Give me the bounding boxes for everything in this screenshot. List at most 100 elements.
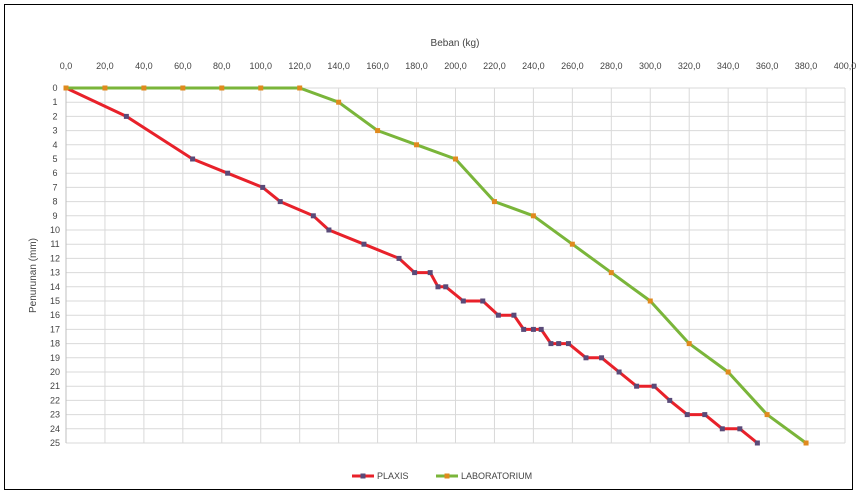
y-tick-label: 24 — [50, 424, 60, 434]
data-point — [277, 199, 283, 205]
y-tick-label: 14 — [50, 282, 60, 292]
y-tick-label: 1 — [52, 97, 57, 107]
y-tick-label: 11 — [50, 239, 59, 249]
y-tick-label: 20 — [50, 367, 60, 377]
data-point — [427, 270, 433, 276]
data-point — [491, 199, 497, 205]
data-point — [495, 312, 501, 318]
data-point — [326, 227, 332, 233]
x-tick-label: 240,0 — [522, 61, 545, 71]
data-point — [737, 426, 743, 432]
y-tick-label: 25 — [50, 438, 60, 448]
data-point — [511, 312, 517, 318]
legend-marker-laboratorium — [444, 473, 450, 479]
data-point — [686, 341, 692, 347]
data-point — [190, 156, 196, 162]
data-point — [616, 369, 622, 375]
data-point — [599, 355, 605, 361]
legend-label-plaxis: PLAXIS — [377, 471, 409, 481]
data-point — [521, 326, 527, 332]
data-point — [684, 412, 690, 418]
x-axis-ticks: 0,0 20,0 40,0 60,0 80,0 100,0 120,0 140,0 160,0 1… — [60, 61, 857, 71]
x-tick-label: 20,0 — [96, 61, 114, 71]
data-point — [375, 128, 381, 134]
x-axis-title: Beban (kg) — [431, 38, 480, 49]
data-point — [667, 397, 673, 403]
y-tick-label: 6 — [52, 168, 57, 178]
y-tick-label: 22 — [50, 395, 60, 405]
grid — [65, 87, 846, 444]
data-point — [583, 355, 589, 361]
series-line-plaxis — [65, 86, 759, 445]
x-tick-label: 60,0 — [174, 61, 192, 71]
x-tick-label: 260,0 — [561, 61, 584, 71]
data-point — [565, 341, 571, 347]
x-tick-label: 140,0 — [327, 61, 350, 71]
data-point — [538, 326, 544, 332]
data-point — [530, 326, 536, 332]
data-point — [764, 412, 770, 418]
y-axis-title: Penurunan (mm) — [28, 238, 39, 313]
x-tick-label: 360,0 — [756, 61, 779, 71]
data-point — [412, 270, 418, 276]
y-tick-label: 21 — [50, 381, 60, 391]
x-tick-label: 40,0 — [135, 61, 153, 71]
y-tick-label: 15 — [50, 296, 60, 306]
x-tick-label: 200,0 — [444, 61, 467, 71]
data-point — [480, 298, 486, 304]
data-point — [435, 284, 441, 290]
y-tick-label: 5 — [52, 154, 57, 164]
legend-marker-plaxis — [360, 473, 366, 479]
data-point — [361, 241, 367, 247]
series-line-laboratorium — [66, 86, 807, 445]
y-tick-label: 4 — [52, 140, 57, 150]
x-tick-label: 380,0 — [795, 61, 818, 71]
data-point — [634, 383, 640, 389]
series-plaxis — [63, 85, 760, 446]
y-tick-label: 12 — [50, 253, 60, 263]
x-tick-label: 120,0 — [288, 61, 311, 71]
data-point — [336, 99, 342, 105]
y-axis-ticks: 0123456789101112131415161718192021222324… — [50, 83, 60, 448]
y-tick-label: 10 — [50, 225, 60, 235]
x-tick-label: 280,0 — [600, 61, 623, 71]
data-point — [556, 341, 562, 347]
y-tick-label: 8 — [52, 197, 57, 207]
data-point — [608, 270, 614, 276]
legend: PLAXIS LABORATORIUM — [352, 471, 532, 481]
y-tick-label: 19 — [50, 353, 60, 363]
data-point — [719, 426, 725, 432]
data-point — [396, 255, 402, 261]
data-point — [754, 440, 760, 446]
data-point — [258, 85, 264, 91]
data-point — [123, 113, 129, 119]
x-tick-label: 220,0 — [483, 61, 506, 71]
data-point — [141, 85, 147, 91]
data-point — [180, 85, 186, 91]
series-laboratorium — [63, 85, 809, 446]
y-tick-label: 17 — [50, 324, 60, 334]
data-point — [548, 341, 554, 347]
data-point — [297, 85, 303, 91]
data-point — [453, 156, 458, 162]
data-point — [63, 85, 69, 91]
y-tick-label: 9 — [52, 211, 57, 221]
x-tick-label: 160,0 — [366, 61, 389, 71]
x-tick-label: 0,0 — [60, 61, 73, 71]
y-tick-label: 2 — [52, 111, 57, 121]
data-point — [102, 85, 108, 91]
y-tick-label: 18 — [50, 339, 60, 349]
data-point — [260, 184, 266, 190]
y-tick-label: 3 — [52, 126, 57, 136]
data-point — [530, 213, 536, 219]
y-tick-label: 16 — [50, 310, 60, 320]
data-point — [225, 170, 231, 176]
series-layer — [63, 85, 809, 446]
data-point — [414, 142, 420, 148]
chart-frame — [4, 4, 853, 490]
x-tick-label: 100,0 — [249, 61, 272, 71]
data-point — [651, 383, 657, 389]
x-tick-label: 300,0 — [639, 61, 662, 71]
y-tick-label: 13 — [50, 268, 60, 278]
